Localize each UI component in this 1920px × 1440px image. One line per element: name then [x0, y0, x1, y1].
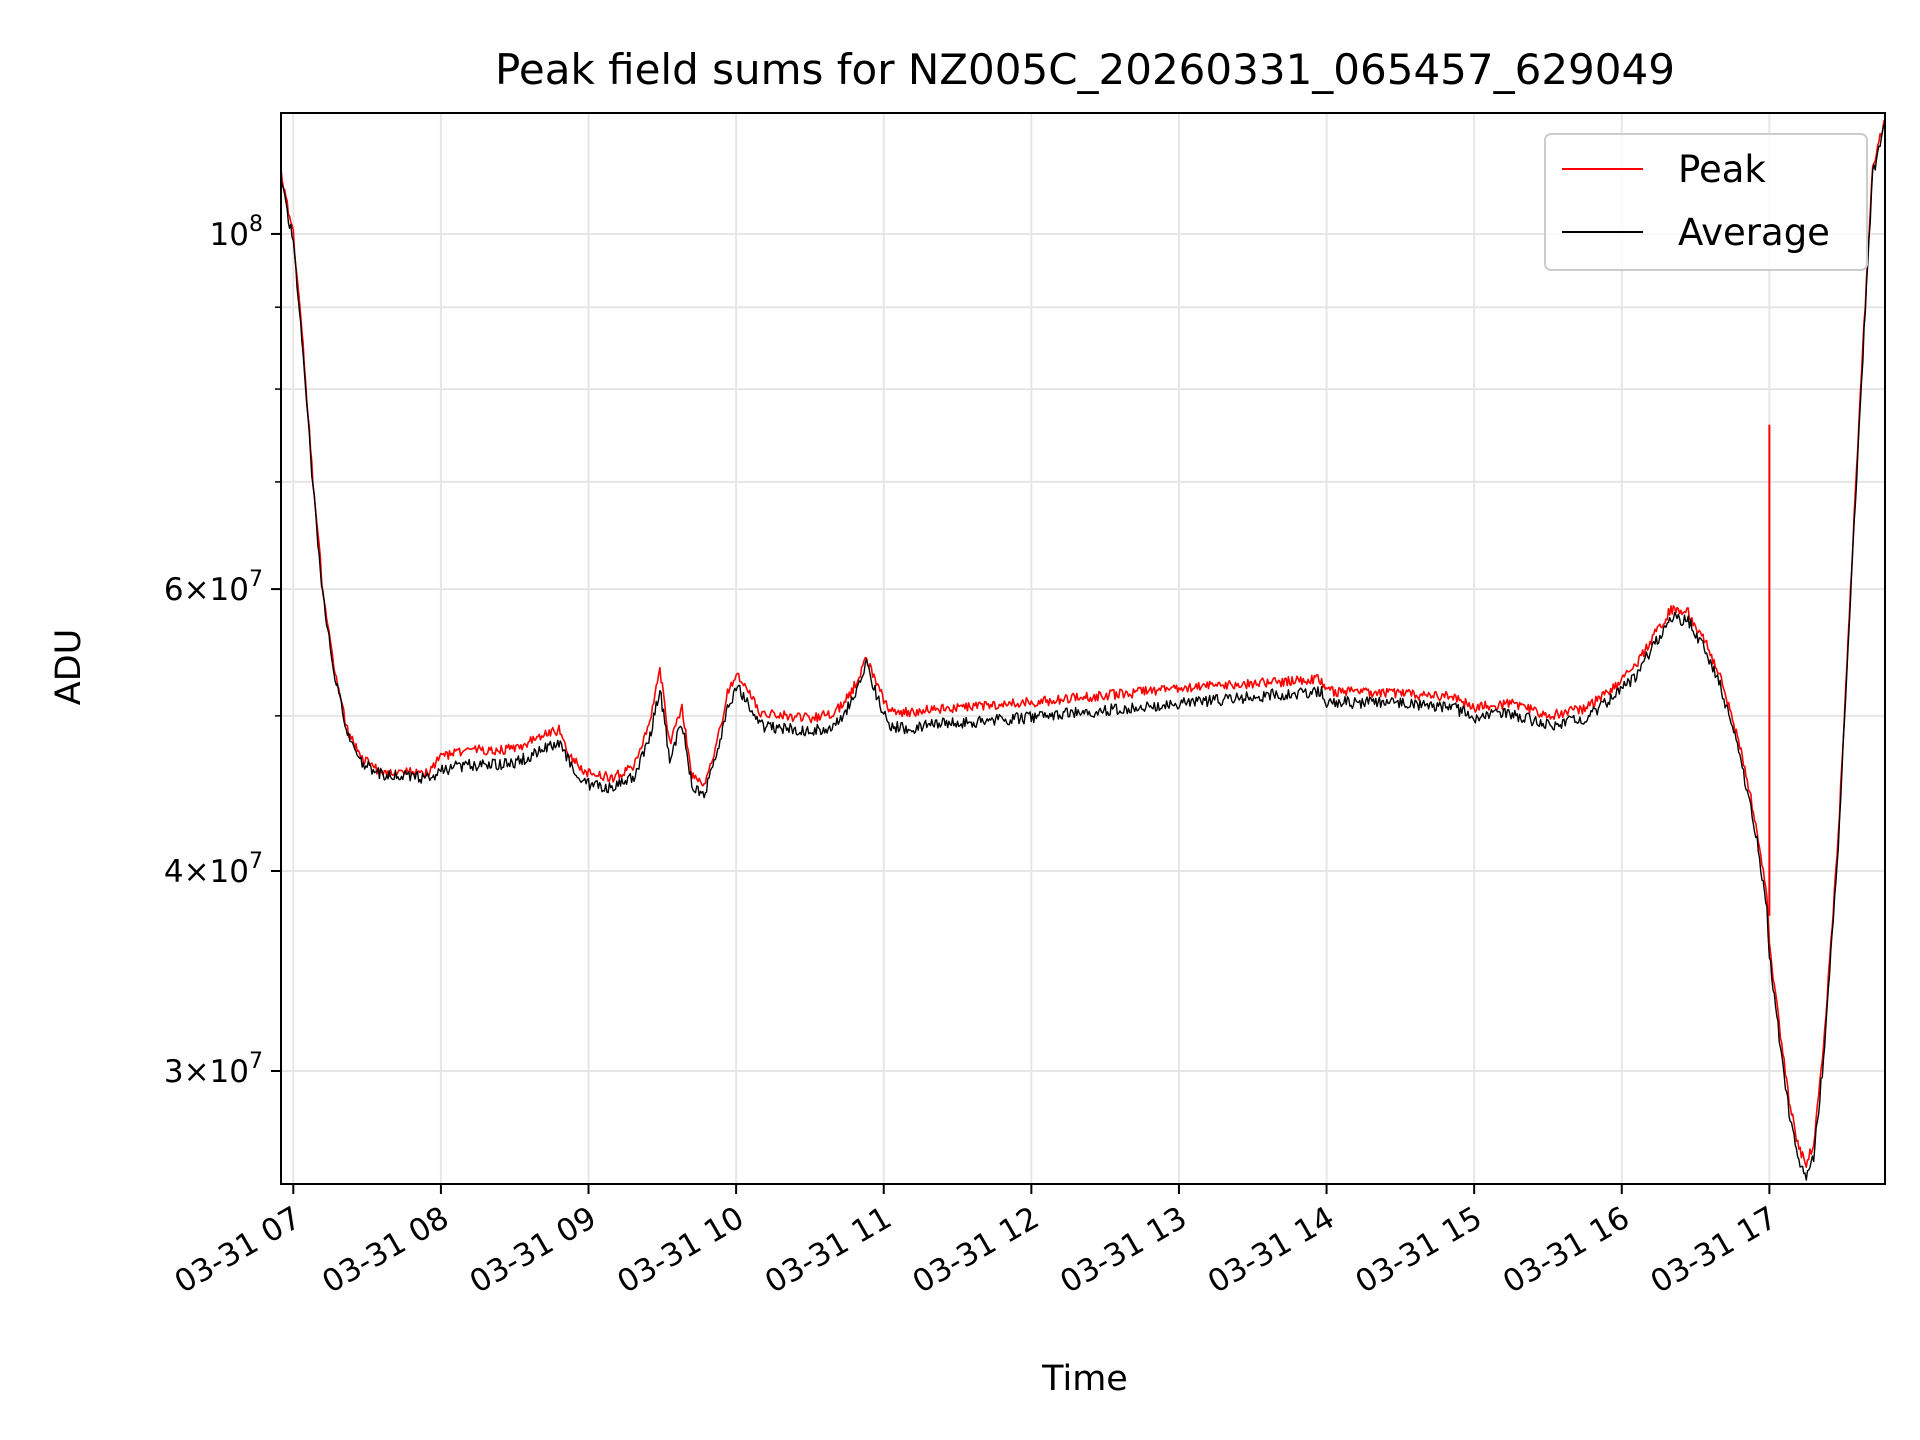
series-average-line [280, 124, 1886, 1181]
y-tick-label: 3×107 [164, 1049, 263, 1090]
plot-frame [280, 112, 1886, 1185]
y-tick-label: 4×107 [164, 849, 263, 890]
legend: Peak Average [1544, 133, 1868, 271]
x-axis-title: Time [1041, 1359, 1128, 1399]
legend-average-label: Average [1678, 211, 1830, 254]
y-tick-label: 108 [210, 212, 263, 253]
series-peak-line [280, 118, 1886, 1169]
chart-title: Peak field sums for NZ005C_20260331_0654… [495, 45, 1675, 94]
plot-series [280, 118, 1886, 1181]
y-tick-label: 6×107 [164, 567, 263, 608]
y-axis-title: ADU [49, 629, 89, 706]
legend-peak-label: Peak [1678, 148, 1766, 191]
